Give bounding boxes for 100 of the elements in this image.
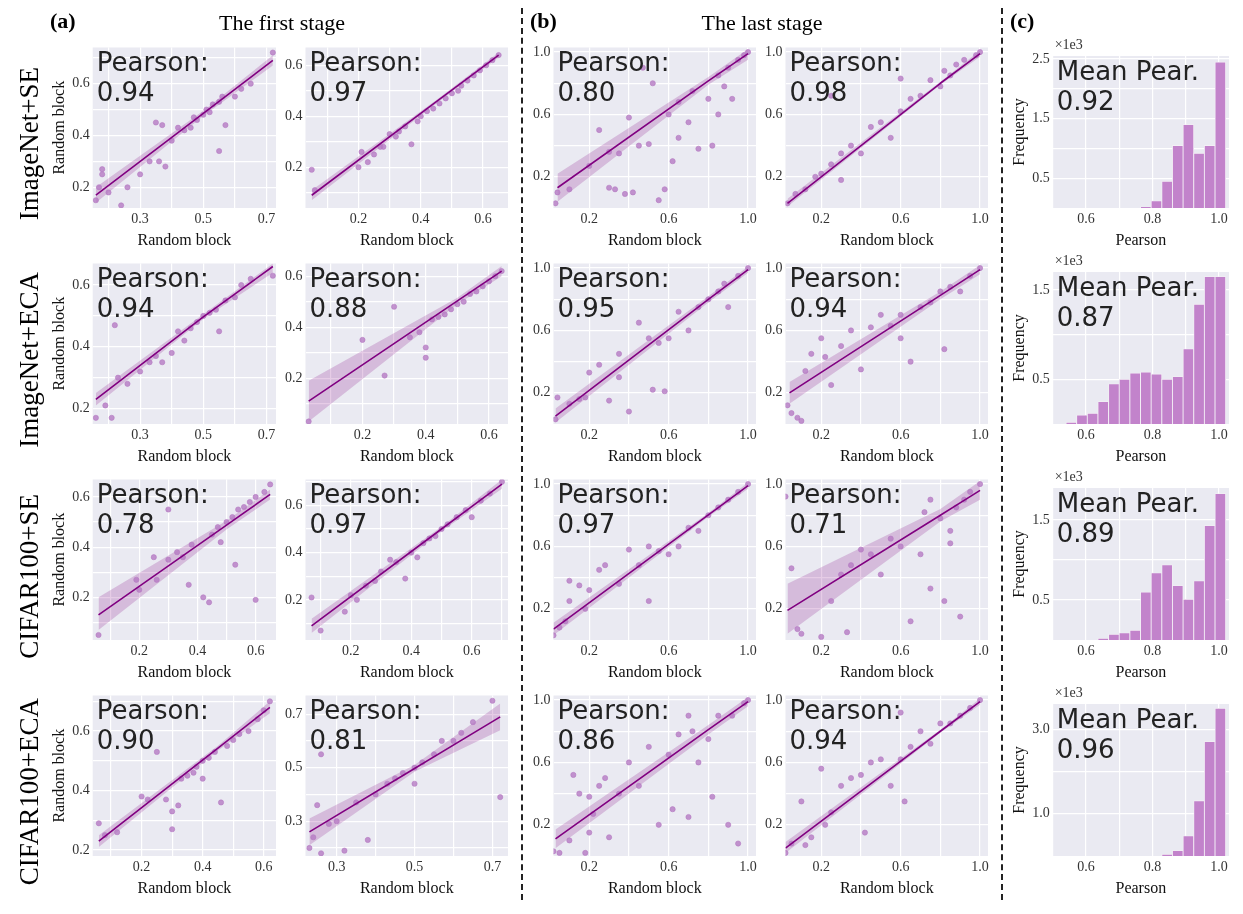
y-tick-label: 0.7 [285,705,303,721]
y-tick-label: 1.0 [533,43,551,59]
text: CIFAR100+SE [13,493,45,659]
x-tick-label: 0.4 [193,859,212,875]
x-tick-label: 0.4 [412,211,430,227]
text: ImageNet+ECA [13,272,45,448]
y-axis-title: Frequency [1009,314,1028,382]
y-tick-label: 0.2 [533,384,551,400]
x-tick-label: 1.0 [1210,211,1228,227]
x-axis-title: Random block [137,878,232,896]
y-tick-label: 0.2 [765,600,783,616]
x-tick-label: 0.6 [659,643,678,659]
x-tick-label: 0.2 [353,427,372,443]
text: The last stage [701,10,823,35]
annotation: Pearson: 0.80 [557,47,670,108]
annotation: Pearson: 0.97 [557,479,670,540]
x-axis-title: Pearson [1115,662,1167,680]
text: (b) [530,8,557,34]
y-tick-label: 0.3 [285,812,303,828]
x-tick-label: 0.5 [405,859,424,875]
x-tick-label: 0.8 [1143,643,1162,659]
x-tick-label: 0.7 [257,427,276,443]
annotation: Pearson: 0.94 [789,695,902,756]
annotation: Pearson: 0.98 [789,47,902,108]
y-axis-title: Random block [49,512,67,607]
y-tick-label: 0.2 [533,816,551,832]
x-tick-label: 0.2 [130,643,148,659]
y-tick-label: 0.6 [533,106,551,122]
x-tick-label: 0.7 [483,859,502,875]
x-tick-label: 0.3 [327,859,346,875]
annotation: Pearson: 0.78 [96,479,209,540]
annotation: Mean Pear. 0.92 [1056,55,1200,116]
y-tick-label: 1.5 [1032,511,1050,527]
text: ×1e3 [1054,684,1083,700]
annotation: Pearson: 0.81 [309,695,422,756]
x-tick-label: 1.0 [971,859,989,875]
y-tick-label: 0.2 [285,591,303,607]
x-tick-label: 0.6 [659,859,678,875]
y-tick-label: 0.6 [285,267,303,283]
x-tick-label: 0.6 [246,643,265,659]
x-tick-label: 0.6 [659,211,678,227]
y-tick-label: 1.5 [1032,281,1050,297]
y-tick-label: 1.0 [1032,805,1050,821]
x-tick-label: 0.7 [257,211,276,227]
x-tick-label: 0.2 [812,643,830,659]
x-tick-label: 1.0 [971,211,989,227]
y-tick-label: 0.2 [72,178,90,194]
y-tick-label: 0.4 [285,544,303,560]
text: The first stage [219,10,345,35]
y-axis-title: Frequency [1009,98,1028,166]
y-tick-label: 0.2 [285,369,303,385]
y-tick-label: 0.6 [765,538,783,554]
x-tick-label: 0.6 [462,643,481,659]
annotation: Pearson: 0.95 [557,263,670,324]
y-tick-label: 3.0 [1032,721,1050,737]
x-axis-title: Random block [839,878,934,896]
x-tick-label: 0.3 [131,427,149,443]
annotation: Pearson: 0.90 [96,695,209,756]
y-tick-label: 0.6 [533,754,551,770]
y-tick-label: 0.6 [72,75,90,91]
y-tick-label: 0.2 [533,600,551,616]
annotation: Pearson: 0.94 [789,263,902,324]
y-tick-label: 0.5 [285,759,303,775]
x-tick-label: 0.2 [580,643,598,659]
x-tick-label: 0.8 [1143,427,1162,443]
x-tick-label: 0.2 [812,427,830,443]
x-axis-title: Random block [137,662,232,680]
y-tick-label: 0.5 [1032,591,1050,607]
x-tick-label: 0.6 [474,211,492,227]
y-tick-label: 1.0 [533,259,551,275]
annotation: Pearson: 0.88 [309,263,422,324]
text: CIFAR100+ECA [13,698,45,886]
x-tick-label: 0.3 [131,211,149,227]
x-axis-title: Random block [607,446,702,464]
y-tick-label: 1.0 [765,475,783,491]
y-tick-label: 1.0 [533,691,551,707]
x-axis-title: Random block [607,878,702,896]
x-tick-label: 1.0 [739,427,757,443]
y-tick-label: 1.0 [765,691,783,707]
y-tick-label: 0.2 [285,158,303,174]
x-tick-label: 0.4 [188,643,207,659]
y-tick-label: 0.5 [1032,370,1050,386]
text: ImageNet+SE [13,67,45,221]
x-tick-label: 1.0 [1210,643,1228,659]
x-tick-label: 0.6 [480,427,498,443]
annotation: Pearson: 0.94 [96,263,209,324]
x-tick-label: 0.6 [891,643,910,659]
y-tick-label: 0.6 [72,722,90,738]
x-tick-label: 1.0 [971,643,989,659]
y-tick-label: 0.6 [765,106,783,122]
x-tick-label: 0.2 [580,859,598,875]
x-axis-title: Random block [839,446,934,464]
x-tick-label: 0.2 [342,643,360,659]
x-tick-label: 1.0 [739,643,757,659]
y-tick-label: 0.6 [285,56,303,72]
x-tick-label: 0.6 [1077,211,1095,227]
x-tick-label: 0.6 [659,427,678,443]
y-tick-label: 0.4 [72,538,90,554]
text: ×1e3 [1054,36,1083,52]
y-tick-label: 0.6 [765,754,783,770]
